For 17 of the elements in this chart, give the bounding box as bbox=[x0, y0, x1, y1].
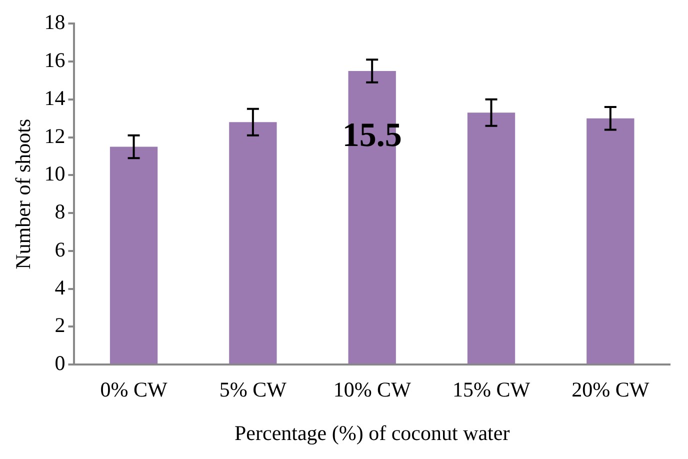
y-tick-label: 2 bbox=[54, 313, 66, 338]
x-tick-label: 10% CW bbox=[333, 378, 412, 402]
x-axis-title: Percentage (%) of coconut water bbox=[234, 420, 510, 445]
y-tick-label: 10 bbox=[44, 162, 66, 186]
y-tick-label: 0 bbox=[54, 351, 66, 376]
x-tick-label: 20% CW bbox=[572, 378, 650, 402]
y-tick-label: 4 bbox=[54, 275, 66, 300]
y-axis-title: Number of shoots bbox=[11, 118, 36, 270]
y-tick-label: 16 bbox=[44, 48, 66, 72]
y-tick-label: 8 bbox=[54, 200, 66, 224]
y-tick-label: 14 bbox=[44, 86, 66, 110]
y-tick-label: 12 bbox=[44, 124, 66, 148]
x-tick-label: 15% CW bbox=[452, 378, 530, 402]
y-tick-label: 18 bbox=[44, 10, 66, 34]
y-tick-label: 6 bbox=[54, 237, 66, 262]
x-tick-label: 0% CW bbox=[100, 378, 168, 402]
x-tick-label: 5% CW bbox=[219, 378, 287, 402]
